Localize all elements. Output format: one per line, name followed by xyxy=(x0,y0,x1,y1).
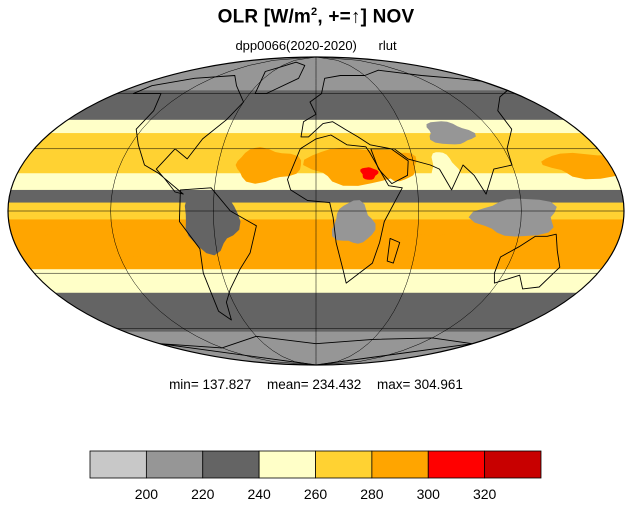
colorbar-swatch xyxy=(371,450,429,479)
run-id: dpp0066(2020-2020) xyxy=(235,38,357,53)
colorbar: 200 220 240 260 280 300 320 xyxy=(89,450,542,502)
stat-min: min= 137.827 xyxy=(169,377,252,392)
chart-title: OLR [W/m2, +=↑] NOV xyxy=(217,6,415,28)
stat-max: max= 304.961 xyxy=(377,377,463,392)
colorbar-tick-label: 280 xyxy=(360,486,384,502)
meridian-line xyxy=(213,56,317,366)
colorbar-swatch xyxy=(258,450,316,479)
meridian-line xyxy=(315,56,522,366)
coastline-africa xyxy=(287,134,403,284)
colorbar-tick-label: 240 xyxy=(247,486,271,502)
region-south-indian xyxy=(399,232,483,268)
region-atlantic-subtropic xyxy=(235,147,302,184)
coastline-north-america xyxy=(132,75,244,195)
colorbar-swatch xyxy=(145,450,204,479)
coastline-australia xyxy=(493,233,561,290)
summary-stats: min= 137.827 mean= 234.432 max= 304.961 xyxy=(0,377,632,392)
globe-outline xyxy=(7,56,625,366)
region-amazon xyxy=(184,192,241,256)
colorbar-tick-label: 320 xyxy=(473,486,497,502)
chart-subtitle: dpp0066(2020-2020) rlut xyxy=(0,38,632,53)
region-indian-subcontinent xyxy=(431,152,461,186)
colorbar-swatch xyxy=(484,450,542,479)
region-arabia xyxy=(375,151,417,182)
colorbar-tick-label: 260 xyxy=(304,486,328,502)
coastline-madagascar xyxy=(386,237,401,264)
colorbar-tick-label: 220 xyxy=(191,486,215,502)
coastline-south-america xyxy=(178,187,257,321)
colorbar-tick-label: 300 xyxy=(417,486,441,502)
colorbar-swatch xyxy=(202,450,260,479)
colorbar-swatch xyxy=(315,450,373,479)
colorbar-swatch xyxy=(89,450,147,479)
graticule xyxy=(8,56,624,366)
colorbar-tick-label: 200 xyxy=(135,486,159,502)
variable-name: rlut xyxy=(378,38,397,53)
stat-mean: mean= 234.432 xyxy=(267,377,362,392)
region-tibet xyxy=(426,121,476,145)
meridian-line xyxy=(315,56,419,366)
region-maritime-continent xyxy=(468,198,557,237)
coastline-greenland xyxy=(254,61,306,95)
region-sudan-max xyxy=(360,167,379,180)
meridian-line xyxy=(110,56,317,366)
colorbar-swatch xyxy=(427,450,486,479)
region-south-pacific xyxy=(42,221,160,263)
